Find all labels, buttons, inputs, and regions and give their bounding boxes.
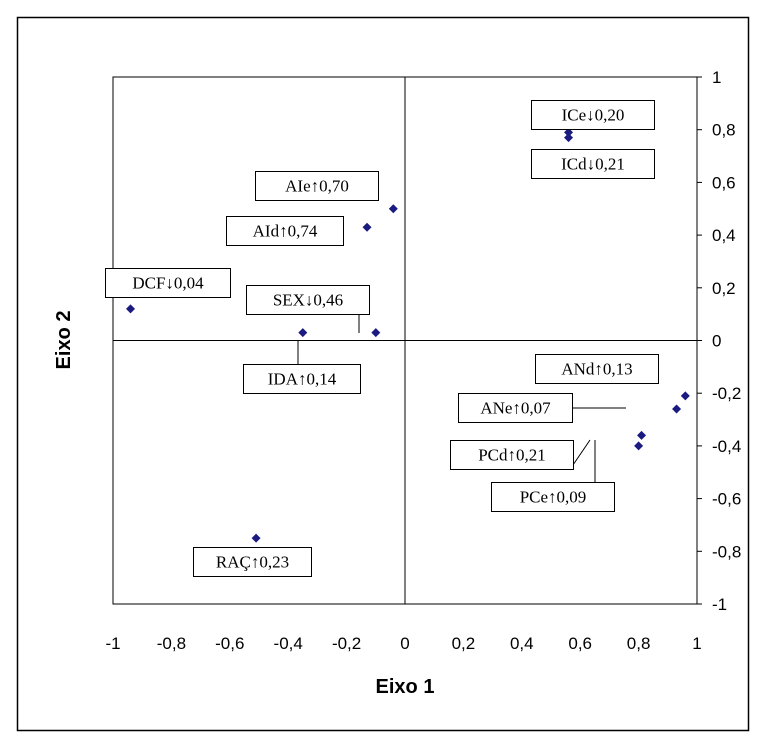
point-label: DCF↓0,04 <box>132 274 204 293</box>
point-label-box <box>531 100 655 130</box>
x-tick-label: -0,2 <box>332 634 361 653</box>
data-point <box>126 304 136 314</box>
x-tick-label: -0,4 <box>274 634 303 653</box>
point-label: ANd↑0,13 <box>561 360 632 379</box>
y-tick-label: -0,4 <box>712 437 741 456</box>
data-points <box>126 127 690 543</box>
data-point <box>371 328 381 338</box>
point-label-box <box>105 268 231 298</box>
point-label: PCe↑0,09 <box>520 488 587 507</box>
y-tick-label: 1 <box>712 68 721 87</box>
data-point <box>388 204 398 214</box>
leader-line <box>572 439 591 466</box>
x-tick-label: 0,4 <box>510 634 534 653</box>
x-tick-label: -0,6 <box>215 634 244 653</box>
x-axis-tick-labels: -1 -0,8 -0,6 -0,4 -0,2 0 0,2 0,4 0,6 0,8 1 <box>105 634 701 653</box>
point-label: ICe↓0,20 <box>562 106 625 125</box>
x-axis-title: Eixo 1 <box>376 676 435 698</box>
data-point <box>564 127 574 137</box>
point-label-box <box>243 364 361 394</box>
y-tick-label: -1 <box>712 595 727 614</box>
x-tick-label: -1 <box>105 634 120 653</box>
point-label-box <box>255 171 379 201</box>
data-point <box>672 404 682 414</box>
x-tick-label: 0,2 <box>452 634 476 653</box>
point-label: SEX↓0,46 <box>273 291 343 310</box>
point-label-box <box>246 285 370 315</box>
x-tick-label: 0 <box>400 634 409 653</box>
point-label: IDA↑0,14 <box>268 370 337 389</box>
point-label: ICd↓0,21 <box>561 155 625 174</box>
point-label-box <box>226 216 344 246</box>
y-axis-ticks <box>697 76 702 605</box>
point-labels: ICe↓0,20 ICd↓0,21 AIe↑0,70 AId↑0,74 DCF↓0,04… <box>105 100 659 577</box>
point-label: AIe↑0,70 <box>285 177 349 196</box>
point-label-box <box>491 482 615 512</box>
point-label: PCd↑0,21 <box>478 446 546 465</box>
y-tick-label: 0,4 <box>712 226 736 245</box>
x-tick-label: -0,8 <box>157 634 186 653</box>
y-tick-label: 0 <box>712 332 721 351</box>
y-tick-label: -0,8 <box>712 542 741 561</box>
data-point <box>298 328 308 338</box>
data-point <box>680 391 690 401</box>
y-tick-label: 0,2 <box>712 279 736 298</box>
y-axis-title: Eixo 2 <box>53 311 75 370</box>
data-point <box>251 533 261 543</box>
point-label: ANe↑0,07 <box>480 399 551 418</box>
y-tick-label: 0,8 <box>712 121 736 140</box>
y-axis-tick-labels: 1 0,8 0,6 0,4 0,2 0 -0,2 -0,4 -0,6 -0,8 -1 <box>712 68 741 614</box>
x-tick-label: 0,8 <box>627 634 651 653</box>
data-point <box>564 133 574 143</box>
y-tick-label: 0,6 <box>712 173 736 192</box>
point-label: RAÇ↑0,23 <box>216 553 289 572</box>
point-label-box <box>531 149 655 179</box>
point-label-box <box>450 440 574 470</box>
data-point <box>634 441 644 451</box>
x-tick-label: 0,6 <box>568 634 592 653</box>
point-label-box <box>535 354 659 384</box>
y-tick-label: -0,2 <box>712 384 741 403</box>
data-point <box>362 222 372 232</box>
point-label-box <box>193 547 312 577</box>
point-label: AId↑0,74 <box>253 222 318 241</box>
x-tick-label: 1 <box>692 634 701 653</box>
point-label-box <box>458 393 573 423</box>
y-tick-label: -0,6 <box>712 490 741 509</box>
data-point <box>637 430 647 440</box>
